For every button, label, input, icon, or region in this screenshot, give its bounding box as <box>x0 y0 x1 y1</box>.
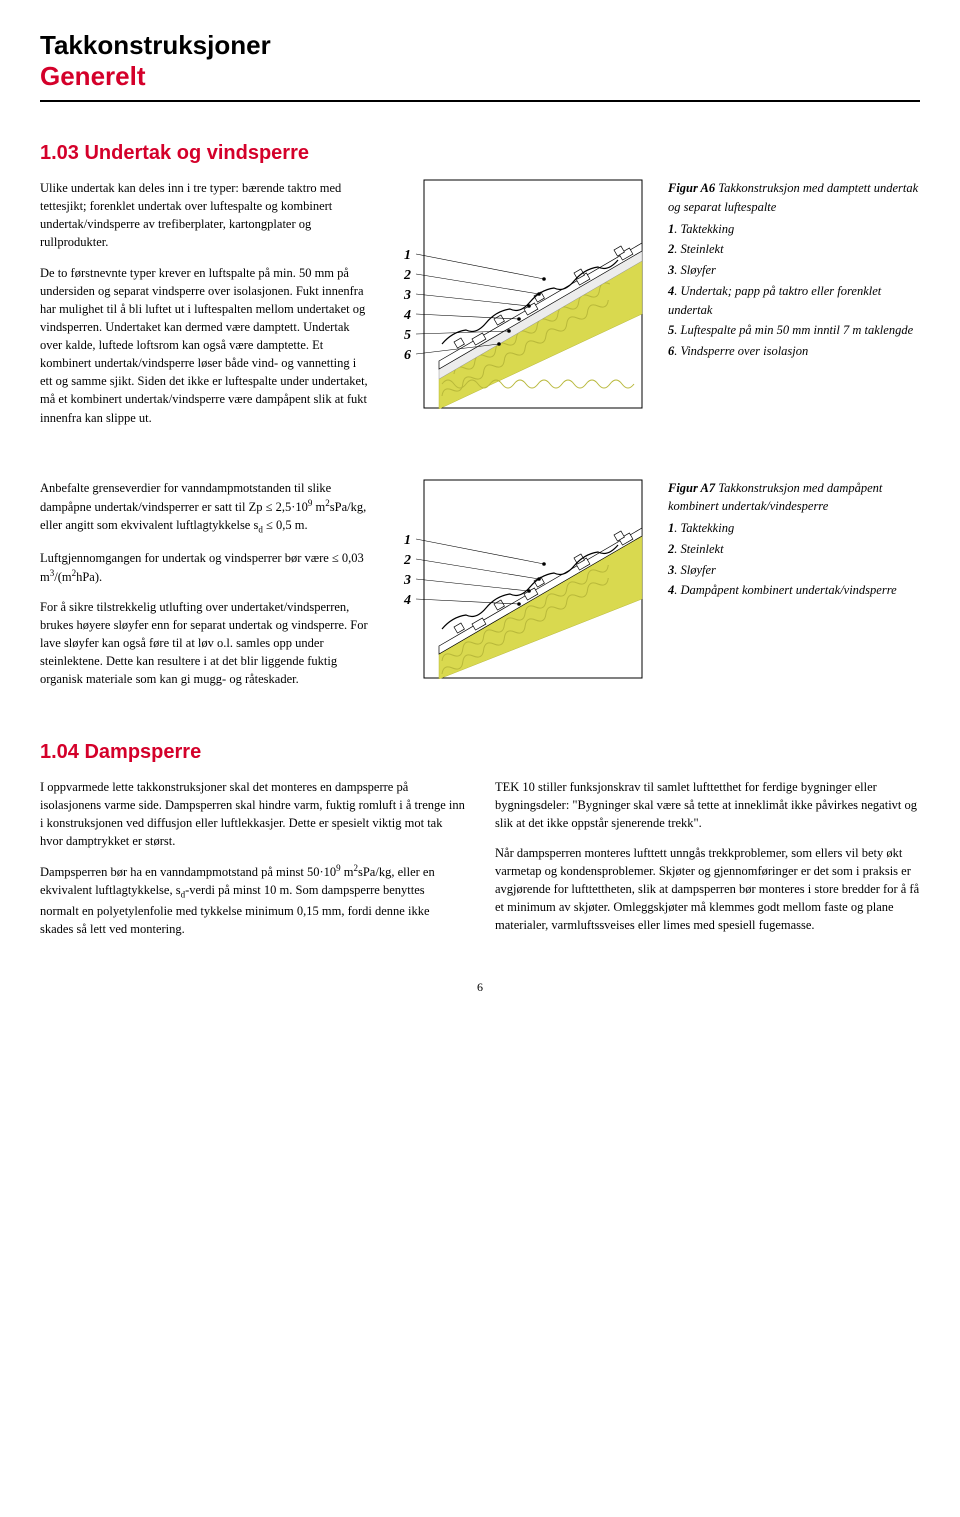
section2-right: TEK 10 stiller funksjonskrav til samlet … <box>495 778 920 951</box>
section-heading-2: 1.04 Dampsperre <box>40 741 920 764</box>
s2-right-p1: TEK 10 stiller funksjonskrav til samlet … <box>495 778 920 832</box>
svg-text:4: 4 <box>403 593 411 608</box>
svg-text:1: 1 <box>404 533 411 548</box>
page-title-line2: Generelt <box>40 61 920 92</box>
section-heading-1: 1.03 Undertak og vindsperre <box>40 142 920 165</box>
section1-row2: Anbefalte grenseverdier for vanndampmots… <box>40 479 920 701</box>
section1-row1: Ulike undertak kan deles inn i tre typer… <box>40 179 920 439</box>
page-number: 6 <box>40 980 920 995</box>
svg-text:5: 5 <box>404 328 411 343</box>
s1-para5: For å sikre tilstrekkelig utlufting over… <box>40 598 370 689</box>
section2-columns: I oppvarmede lette takkonstruksjoner ska… <box>40 778 920 951</box>
s1-para3: Anbefalte grenseverdier for vanndampmots… <box>40 479 370 537</box>
fig-a6-title: Figur A6 <box>668 181 715 195</box>
s1-para4: Luftgjennomgangen for undertak og vindsp… <box>40 549 370 586</box>
figure-a6-caption: Figur A6 Takkonstruksjon med damptett un… <box>668 179 920 439</box>
figure-a6: 1 2 3 4 5 6 <box>394 179 644 439</box>
svg-text:4: 4 <box>403 308 411 323</box>
fig-a6-list: 1. Taktekking 2. Steinlekt 3. Sløyfer 4.… <box>668 220 920 361</box>
section1-text-top: Ulike undertak kan deles inn i tre typer… <box>40 179 370 439</box>
svg-text:2: 2 <box>403 268 411 283</box>
section2-left: I oppvarmede lette takkonstruksjoner ska… <box>40 778 465 951</box>
s2-left-p2: Dampsperren bør ha en vanndampmotstand p… <box>40 862 465 938</box>
figure-a7-svg: 1 2 3 4 <box>394 479 644 679</box>
header-rule <box>40 100 920 102</box>
page-title-line1: Takkonstruksjoner <box>40 30 920 61</box>
fig-a7-list: 1. Taktekking 2. Steinlekt 3. Sløyfer 4.… <box>668 519 920 600</box>
svg-text:1: 1 <box>404 248 411 263</box>
s2-right-p2: Når dampsperren monteres lufttett unngås… <box>495 844 920 935</box>
section1-text-bottom: Anbefalte grenseverdier for vanndampmots… <box>40 479 370 701</box>
svg-text:6: 6 <box>404 348 411 363</box>
s1-para2: De to førstnevnte typer krever en luftsp… <box>40 264 370 427</box>
figure-a7-caption: Figur A7 Takkonstruksjon med dampåpent k… <box>668 479 920 701</box>
fig-a7-title: Figur A7 <box>668 481 715 495</box>
svg-text:3: 3 <box>403 288 411 303</box>
svg-text:3: 3 <box>403 573 411 588</box>
svg-text:2: 2 <box>403 553 411 568</box>
s1-para1: Ulike undertak kan deles inn i tre typer… <box>40 179 370 252</box>
figure-a6-svg: 1 2 3 4 5 6 <box>394 179 644 409</box>
s2-left-p1: I oppvarmede lette takkonstruksjoner ska… <box>40 778 465 851</box>
figure-a7: 1 2 3 4 <box>394 479 644 701</box>
